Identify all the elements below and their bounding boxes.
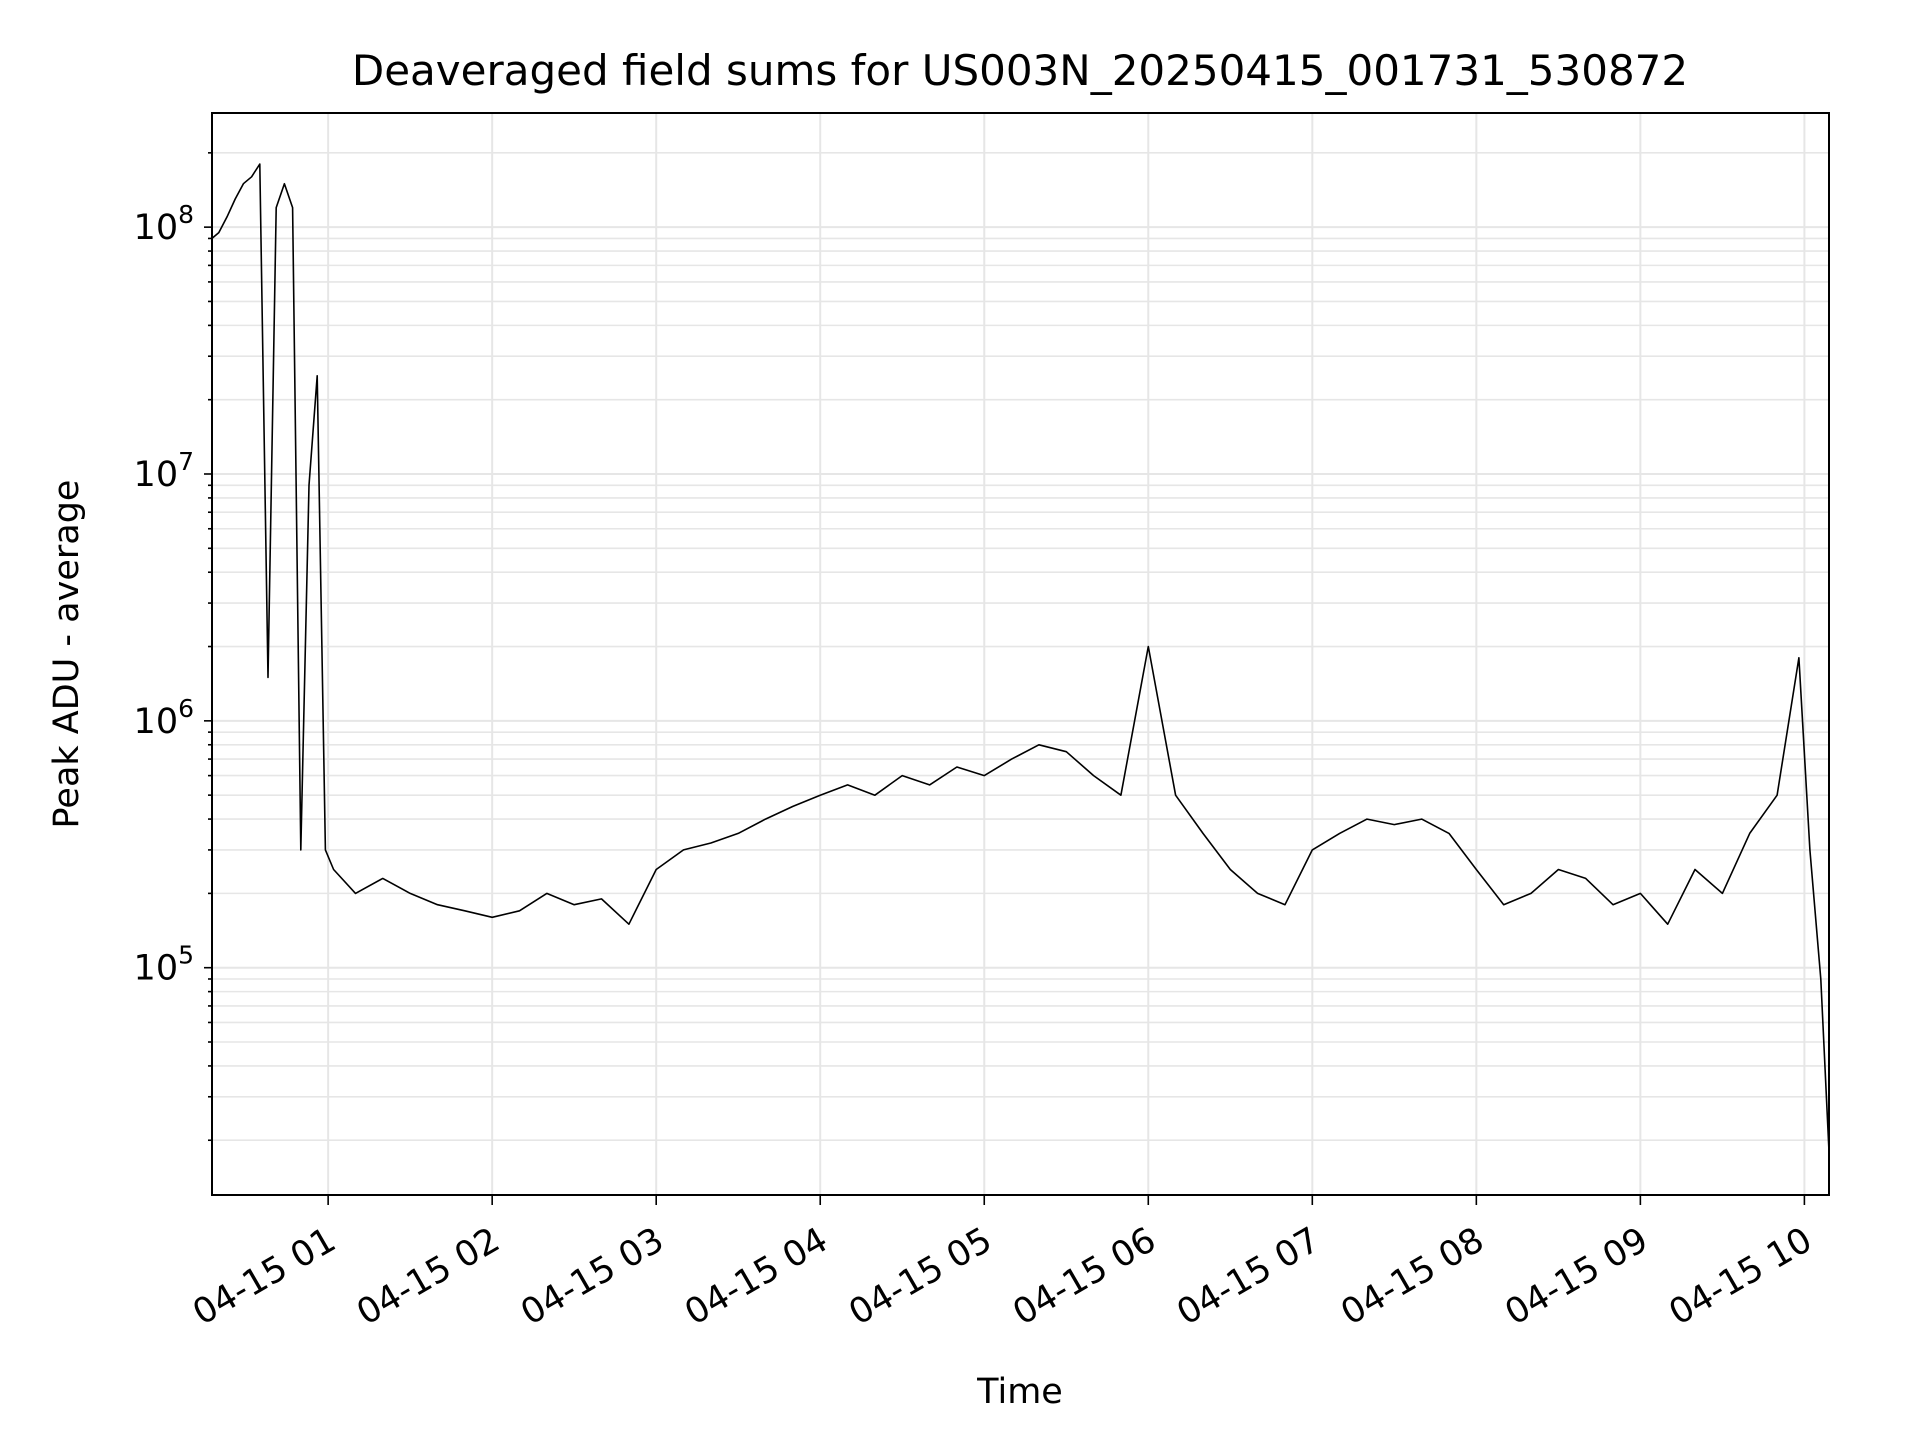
y-axis-label: Peak ADU - average: [47, 480, 87, 829]
chart-title: Deaveraged field sums for US003N_2025041…: [352, 46, 1688, 95]
y-axis: 105 106 107 108: [134, 152, 212, 1142]
x-axis-label: Time: [976, 1372, 1063, 1412]
plot-frame: [211, 112, 1830, 1196]
grid: [212, 113, 1829, 1195]
series-line: [211, 163, 1830, 1152]
y-tick-label: 105: [134, 941, 194, 989]
y-tick-label: 107: [134, 447, 194, 495]
y-tick-label: 106: [134, 694, 194, 742]
plot-line-group: [211, 163, 1830, 1152]
y-tick-label: 108: [134, 200, 194, 248]
